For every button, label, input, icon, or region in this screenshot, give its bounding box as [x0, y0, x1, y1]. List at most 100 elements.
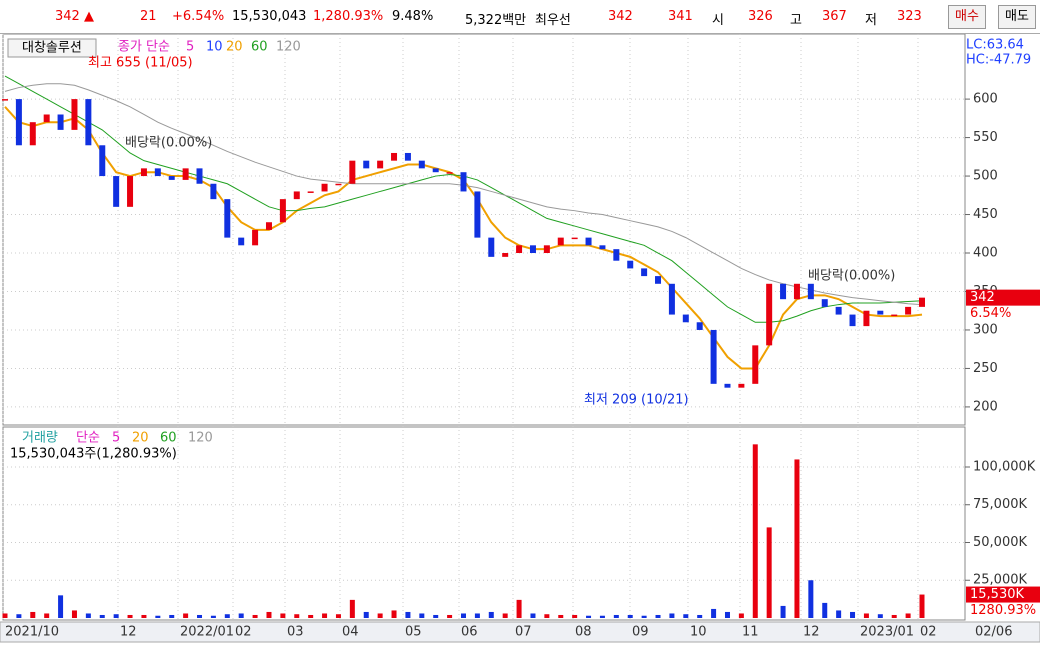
candle [460, 172, 467, 192]
legend-item: 60 [160, 431, 177, 446]
quote-field: +6.54% [172, 9, 225, 24]
price-tag-change: 6.54% [970, 306, 1011, 321]
legend-item: 120 [276, 40, 301, 55]
candle [766, 283, 773, 346]
volume-bar [419, 613, 425, 618]
volume-bar [197, 614, 203, 618]
order-button[interactable]: 매도 [998, 5, 1036, 29]
order-button[interactable]: 매수 [948, 5, 986, 29]
candle [307, 191, 314, 193]
volume-bar [71, 610, 77, 618]
candle [196, 168, 203, 184]
candle [599, 245, 606, 250]
y-tick-label: 450 [973, 207, 998, 222]
volume-bar [863, 613, 869, 618]
y-tick-label: 200 [973, 399, 998, 414]
volume-bar [586, 615, 592, 618]
volume-bar [252, 614, 258, 618]
volume-bar [877, 614, 883, 618]
quote-field: 342 ▲ [55, 9, 94, 24]
volume-bar [697, 614, 703, 618]
volume-bar [238, 613, 244, 618]
volume-bar [224, 614, 230, 618]
volume-bar [433, 614, 439, 618]
volume-bar [752, 444, 758, 618]
candle [668, 283, 675, 315]
volume-bar [461, 613, 466, 618]
annotation-high: 최고 655 (11/05) [88, 56, 193, 71]
volume-bar [85, 613, 91, 618]
candle [849, 314, 856, 327]
x-tick-label: 2022/01 [180, 625, 234, 640]
quote-field: 326 [748, 9, 773, 24]
quote-field: 저 [865, 13, 877, 28]
candle [432, 168, 439, 173]
volume-bar [613, 614, 619, 618]
chart: 2021/10 12 2022/01 02 03 04 05 06 07 08 09 10 11 12 20… [0, 34, 1040, 643]
volume-bar [905, 613, 911, 618]
candle [696, 322, 703, 330]
volume-tag-label: 15,530K [970, 587, 1024, 602]
x-tick-label: 02 [920, 625, 937, 640]
candle [474, 191, 481, 238]
volume-bar [141, 614, 147, 618]
volume-bar [850, 611, 856, 618]
candle [613, 249, 620, 261]
volume-bar [822, 602, 828, 618]
candle [557, 237, 564, 246]
x-tick-label: 02 [235, 625, 252, 640]
candle [252, 229, 259, 246]
volume-bar [919, 594, 925, 618]
volume-bar [808, 580, 814, 618]
volume-bar [766, 527, 772, 618]
candle [85, 99, 92, 146]
volume-bar [724, 611, 730, 618]
candle [571, 237, 578, 240]
volume-bar [99, 614, 105, 618]
volume-bar [683, 614, 689, 618]
volume-bar [280, 613, 286, 618]
candle [780, 283, 787, 300]
x-tick-label: 08 [575, 625, 592, 640]
volume-bar [44, 613, 50, 618]
y-tick-label: 400 [973, 246, 998, 261]
volume-bar [169, 614, 175, 618]
y-tick-label: 600 [973, 92, 998, 107]
annotation-low: 최저 209 (10/21) [584, 393, 689, 408]
y-tick-label: 250 [973, 361, 998, 376]
volume-bar [183, 613, 189, 618]
candle [863, 310, 870, 327]
candle [363, 160, 370, 169]
candle [127, 176, 134, 207]
candle [752, 345, 759, 384]
volume-bar [113, 614, 119, 618]
candle [321, 183, 328, 192]
volume-bar [544, 614, 550, 618]
x-tick-label: 04 [342, 625, 359, 640]
volume-panel [2, 426, 966, 621]
volume-bar [127, 614, 133, 618]
candle [224, 199, 231, 238]
volume-bar [335, 614, 341, 618]
quote-field: 342 [608, 9, 633, 24]
price-tag [966, 289, 1040, 306]
x-tick-label: 03 [287, 625, 304, 640]
x-axis-band [0, 621, 1040, 643]
volume-bar [363, 611, 369, 618]
candle [446, 172, 453, 174]
candle [113, 176, 120, 207]
volume-bar [58, 595, 64, 618]
volume-bar [405, 611, 411, 618]
x-tick-label: 05 [405, 625, 422, 640]
volume-bar [836, 610, 842, 618]
price-tag-value: 342 [970, 290, 995, 305]
legend-item: 5 [186, 40, 194, 55]
candle [724, 383, 731, 388]
legend-box [7, 38, 97, 58]
x-tick-label: 02/06 [975, 625, 1012, 640]
legend-item: 120 [188, 431, 213, 446]
candle [655, 276, 662, 284]
candle [391, 152, 398, 161]
candle [29, 122, 36, 146]
